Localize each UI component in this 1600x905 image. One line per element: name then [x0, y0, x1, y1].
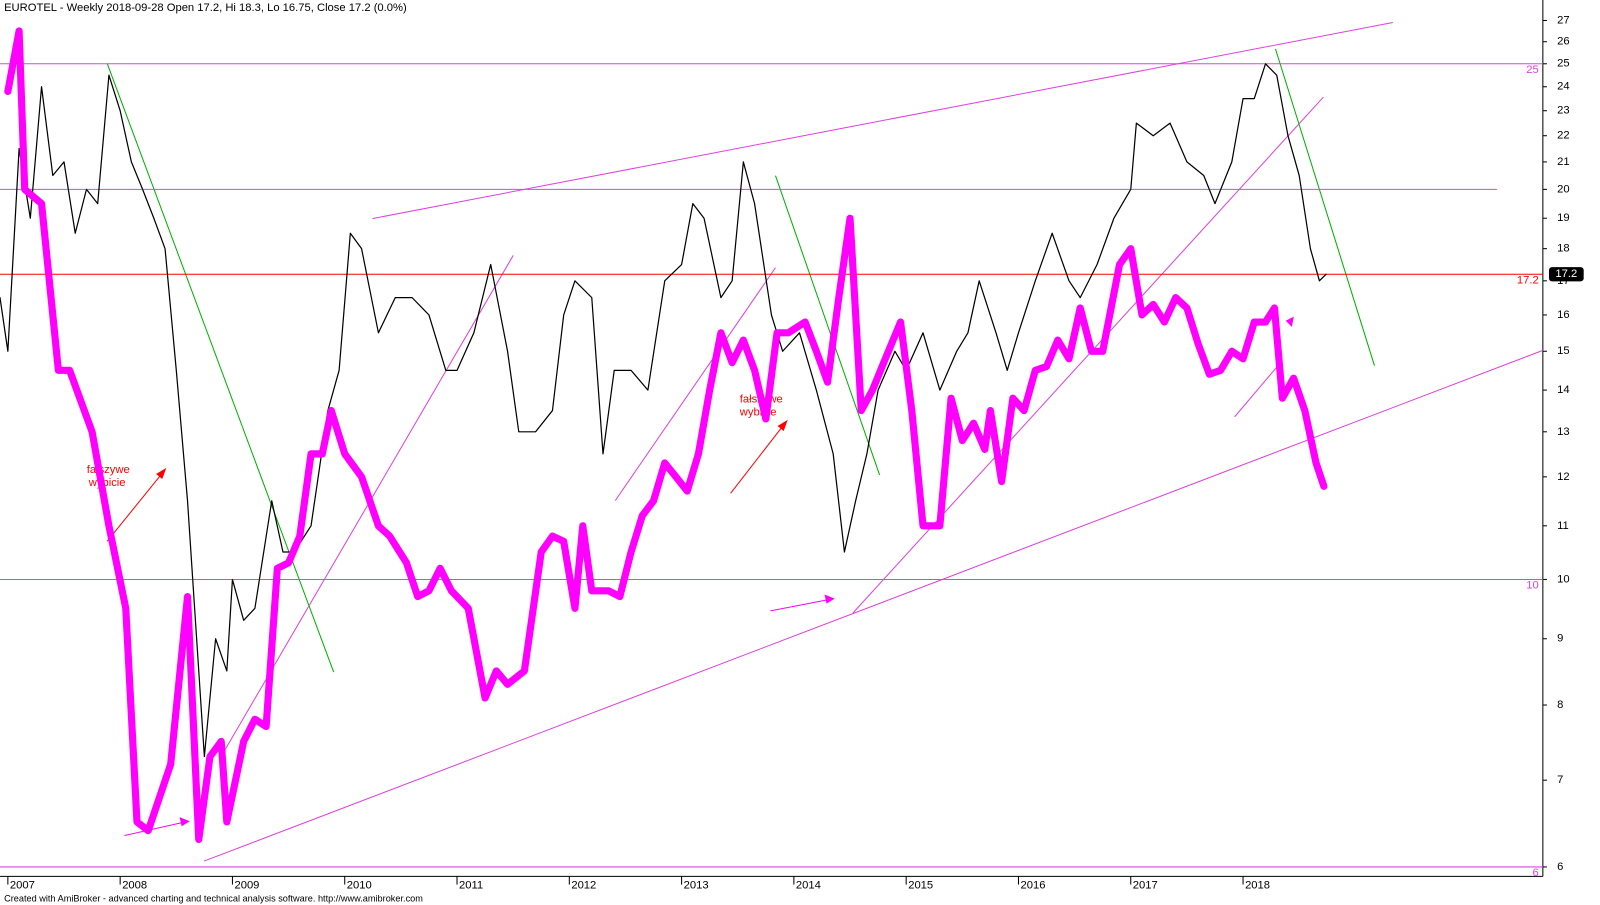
- arrow-head: [824, 594, 835, 604]
- arrow-head: [1285, 316, 1294, 327]
- x-tick-label: 2017: [1133, 880, 1158, 892]
- y-tick-label: 14: [1557, 384, 1569, 396]
- horizontal-line-label: 17.2: [1517, 274, 1539, 286]
- annotation: fałszywe: [87, 464, 130, 476]
- y-tick-label: 20: [1557, 183, 1569, 195]
- series-line: [4, 27, 1328, 844]
- x-tick-label: 2007: [10, 880, 35, 892]
- arrow: [106, 471, 164, 542]
- y-tick-label: 12: [1557, 471, 1569, 483]
- y-tick-label: 27: [1557, 14, 1569, 26]
- x-tick-label: 2013: [684, 880, 709, 892]
- arrow: [770, 599, 829, 612]
- channel-lower: [203, 349, 1544, 862]
- x-tick-label: 2018: [1245, 880, 1270, 892]
- y-tick-label: 7: [1557, 774, 1563, 786]
- y-tick-label: 24: [1557, 81, 1569, 93]
- y-tick-label: 10: [1557, 573, 1569, 585]
- channel-upper: [372, 21, 1393, 220]
- y-tick-label: 23: [1557, 105, 1569, 117]
- trend-resistance: [106, 63, 335, 673]
- last-value-box: [1548, 267, 1584, 282]
- trend-support: [614, 267, 776, 501]
- arrow-head: [156, 467, 167, 480]
- series-line: [0, 63, 1327, 758]
- horizontal-line-label: 25: [1526, 64, 1538, 76]
- x-tick-label: 2011: [459, 880, 483, 892]
- y-tick-label: 19: [1557, 212, 1569, 224]
- arrow: [124, 821, 184, 837]
- arrow-head: [777, 419, 788, 432]
- chart-title: EUROTEL - Weekly 2018-09-28 Open 17.2, H…: [4, 2, 407, 14]
- horizontal-line-label: 10: [1526, 580, 1538, 592]
- y-tick-label: 18: [1557, 243, 1569, 255]
- y-tick-label: 6: [1557, 861, 1563, 873]
- arrow: [730, 424, 785, 494]
- y-tick-label: 21: [1557, 156, 1569, 168]
- y-tick-label: 11: [1557, 520, 1569, 532]
- last-value-label: 17.2: [1555, 268, 1577, 280]
- annotation: wybicie: [88, 477, 126, 489]
- y-tick-label: 13: [1557, 426, 1569, 438]
- y-tick-label: 26: [1557, 36, 1569, 48]
- x-tick-label: 2010: [347, 880, 372, 892]
- y-tick-label: 15: [1557, 345, 1569, 357]
- y-tick-label: 16: [1557, 309, 1569, 321]
- x-tick-label: 2012: [571, 880, 596, 892]
- arrow-head: [179, 817, 190, 827]
- y-tick-label: 8: [1557, 699, 1563, 711]
- horizontal-line-label: 6: [1533, 867, 1539, 879]
- trend-support: [1234, 362, 1282, 418]
- trend-resistance: [775, 175, 881, 476]
- x-tick-label: 2008: [122, 880, 147, 892]
- footer: Created with AmiBroker - advanced charti…: [4, 893, 423, 903]
- y-tick-label: 22: [1557, 130, 1569, 142]
- y-tick-label: 9: [1557, 633, 1563, 645]
- trend-lines: [106, 21, 1544, 862]
- annotation: wybicie: [739, 407, 777, 419]
- x-tick-label: 2015: [908, 880, 933, 892]
- y-tick-label: 25: [1557, 58, 1569, 70]
- x-tick-label: 2014: [796, 880, 821, 892]
- trend-resistance: [1275, 48, 1375, 366]
- x-tick-label: 2009: [234, 880, 259, 892]
- x-tick-label: 2016: [1021, 880, 1046, 892]
